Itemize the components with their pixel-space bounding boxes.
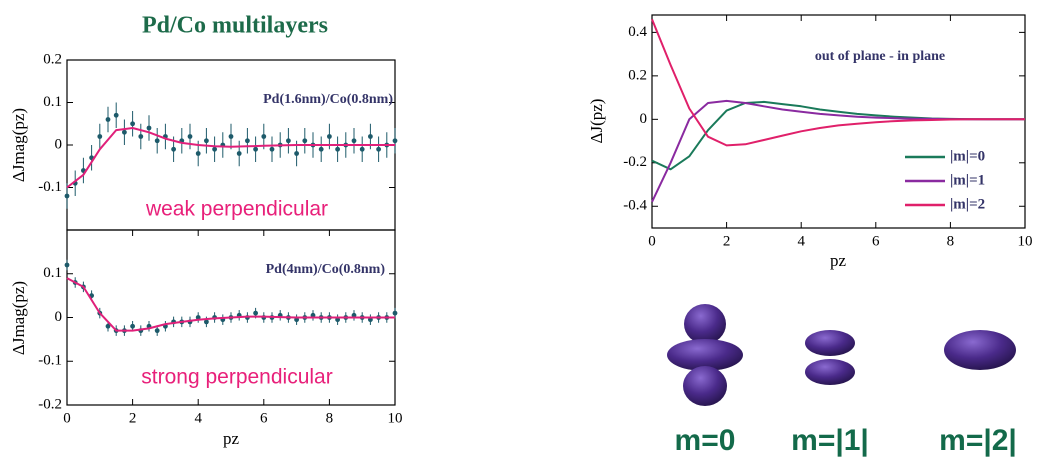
x-tick-label: 6	[872, 233, 880, 249]
x-tick-label: 4	[194, 410, 202, 426]
data-point	[204, 319, 209, 324]
orbital-label: m=0	[675, 424, 736, 457]
y-tick-label: 0.2	[628, 67, 647, 83]
data-point	[122, 130, 127, 135]
y-tick-label: -0.1	[38, 353, 62, 369]
data-point	[130, 324, 135, 329]
y-tick-label: -0.4	[623, 198, 647, 214]
figure-title: Pd/Co multilayers	[142, 13, 328, 39]
x-tick-label: 10	[388, 410, 403, 426]
x-tick-label: 8	[326, 410, 334, 426]
x-axis-label: pz	[223, 429, 240, 448]
data-point	[196, 151, 201, 156]
data-point	[171, 147, 176, 152]
annotation: strong perpendicular	[141, 366, 332, 389]
legend-label: |m|=0	[950, 148, 985, 164]
data-line	[652, 19, 1025, 145]
figure: Pd/Co multilayers m=0 m=|1| m=|2| -0.1 0 0…	[0, 0, 1037, 463]
orbital-label: m=|2|	[939, 424, 1017, 457]
data-point	[245, 138, 250, 143]
data-point	[237, 151, 242, 156]
x-tick-label: 10	[1018, 233, 1033, 249]
x-tick-label: 2	[129, 410, 137, 426]
orbital-m0	[667, 304, 743, 406]
y-tick-label: -0.1	[38, 179, 62, 195]
x-tick-label: 2	[723, 233, 731, 249]
data-point	[114, 113, 119, 118]
data-point	[319, 147, 324, 152]
data-point	[147, 126, 152, 131]
x-tick-label: 4	[797, 233, 805, 249]
data-point	[212, 147, 217, 152]
data-point	[188, 134, 193, 139]
data-point	[261, 134, 266, 139]
data-point	[286, 138, 291, 143]
data-point	[253, 147, 258, 152]
data-point	[204, 138, 209, 143]
y-axis-label: ΔJ(pz)	[587, 99, 606, 144]
x-tick-label: 0	[648, 233, 656, 249]
data-point	[155, 328, 160, 333]
data-point	[368, 134, 373, 139]
data-point	[229, 134, 234, 139]
orbital-label: m=|1|	[791, 424, 869, 457]
y-tick-label: 0.2	[43, 51, 62, 67]
y-tick-label: 0	[640, 111, 648, 127]
data-point	[270, 147, 275, 152]
legend-label: |m|=1	[950, 172, 985, 188]
y-axis-label: ΔJmag(pz)	[9, 281, 28, 355]
data-point	[155, 138, 160, 143]
annotation: Pd(4nm)/Co(0.8nm)	[266, 262, 386, 277]
annotation: Pd(1.6nm)/Co(0.8nm)	[263, 92, 393, 107]
data-point	[327, 134, 332, 139]
data-point	[106, 117, 111, 122]
data-point	[65, 194, 70, 199]
y-tick-label: 0.1	[43, 94, 62, 110]
y-tick-label: -0.2	[38, 396, 62, 412]
data-point	[393, 311, 398, 316]
annotation: weak perpendicular	[145, 198, 328, 221]
data-point	[393, 138, 398, 143]
data-point	[302, 138, 307, 143]
data-point	[130, 121, 135, 126]
data-point	[97, 134, 102, 139]
data-point	[65, 263, 70, 268]
x-tick-label: 8	[947, 233, 955, 249]
orbital-m2	[944, 330, 1016, 370]
y-tick-label: 0.4	[628, 24, 647, 40]
y-tick-label: 0.1	[43, 265, 62, 281]
x-axis-label: pz	[830, 251, 847, 270]
y-axis-label: ΔJmag(pz)	[9, 108, 28, 182]
annotation: out of plane - in plane	[815, 49, 945, 64]
orbital-m1	[805, 330, 855, 385]
data-point	[376, 147, 381, 152]
y-tick-label: 0	[55, 136, 63, 152]
x-tick-label: 0	[63, 410, 71, 426]
y-tick-label: -0.2	[623, 154, 647, 170]
data-point	[294, 151, 299, 156]
data-point	[360, 147, 365, 152]
data-point	[253, 311, 258, 316]
legend-label: |m|=2	[950, 196, 985, 212]
data-point	[352, 138, 357, 143]
data-point	[138, 134, 143, 139]
data-point	[335, 147, 340, 152]
y-tick-label: 0	[55, 309, 63, 325]
x-tick-label: 6	[260, 410, 268, 426]
